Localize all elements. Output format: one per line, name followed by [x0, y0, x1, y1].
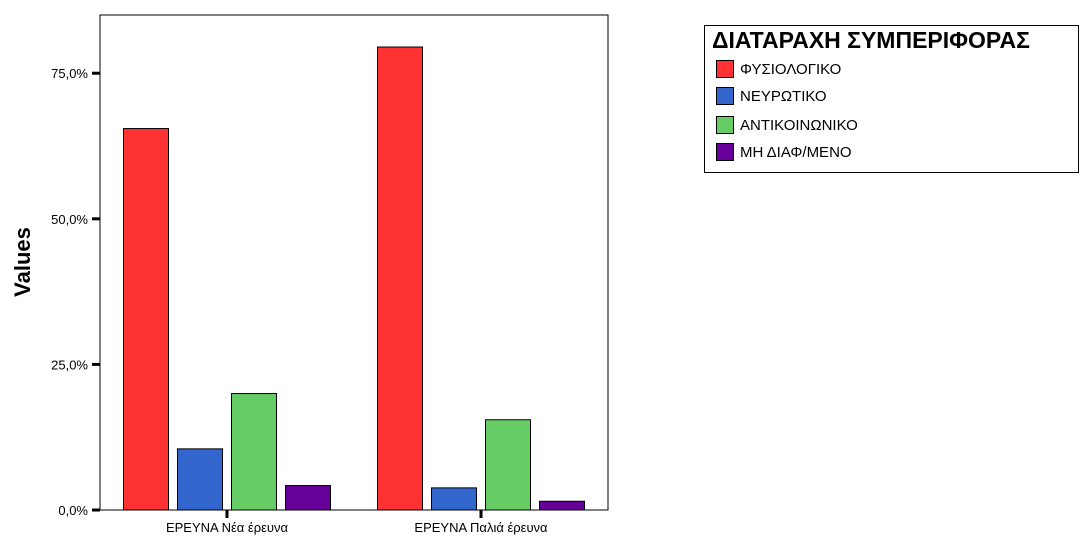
bar-1-3	[539, 500, 585, 511]
legend-label-3: ΜΗ ΔΙΑΦ/ΜΕΝΟ	[740, 143, 852, 161]
y-axis-label: Values	[10, 227, 35, 297]
legend-label-0: ΦΥΣΙΟΛΟΓΙΚΟ	[740, 60, 842, 78]
bar-1-1	[431, 487, 477, 511]
legend-swatch-0	[716, 60, 734, 78]
x-tick-label: ΕΡΕΥΝΑ Νέα έρευνα	[166, 520, 289, 535]
bar-chart: 0,0% 25,0% 50,0% 75,0% ΕΡΕΥΝΑ Νέα έρευνα ΕΡΕ…	[10, 14, 609, 535]
bar-1-2	[485, 419, 531, 511]
y-tick-label: 75,0%	[51, 66, 88, 81]
plot-area	[99, 14, 609, 511]
bar-0-2	[231, 393, 277, 511]
bar-0-1	[177, 448, 223, 511]
legend-label-2: ΑΝΤΙΚΟΙΝΩΝΙΚΟ	[740, 116, 858, 134]
y-tick-label: 0,0%	[58, 503, 88, 518]
legend-label-1: ΝΕΥΡΩΤΙΚΟ	[740, 87, 827, 105]
legend-item-3: ΜΗ ΔΙΑΦ/ΜΕΝΟ	[716, 142, 852, 162]
legend-swatch-1	[716, 87, 734, 105]
bar-0-3	[285, 485, 331, 511]
y-tick-label: 50,0%	[51, 212, 88, 227]
y-tick-label: 25,0%	[51, 357, 88, 372]
bar-1-0	[377, 46, 423, 511]
legend: ΔΙΑΤΑΡΑΧΗ ΣΥΜΠΕΡΙΦΟΡΑΣ ΦΥΣΙΟΛΟΓΙΚΟ ΝΕΥΡΩ…	[704, 25, 1079, 173]
legend-item-1: ΝΕΥΡΩΤΙΚΟ	[716, 86, 827, 106]
legend-item-2: ΑΝΤΙΚΟΙΝΩΝΙΚΟ	[716, 115, 858, 135]
legend-title: ΔΙΑΤΑΡΑΧΗ ΣΥΜΠΕΡΙΦΟΡΑΣ	[712, 27, 1030, 53]
bar-0-0	[123, 128, 169, 511]
legend-swatch-3	[716, 143, 734, 161]
legend-item-0: ΦΥΣΙΟΛΟΓΙΚΟ	[716, 59, 841, 79]
x-tick-label: ΕΡΕΥΝΑ Παλιά έρευνα	[414, 520, 548, 535]
legend-swatch-2	[716, 116, 734, 134]
